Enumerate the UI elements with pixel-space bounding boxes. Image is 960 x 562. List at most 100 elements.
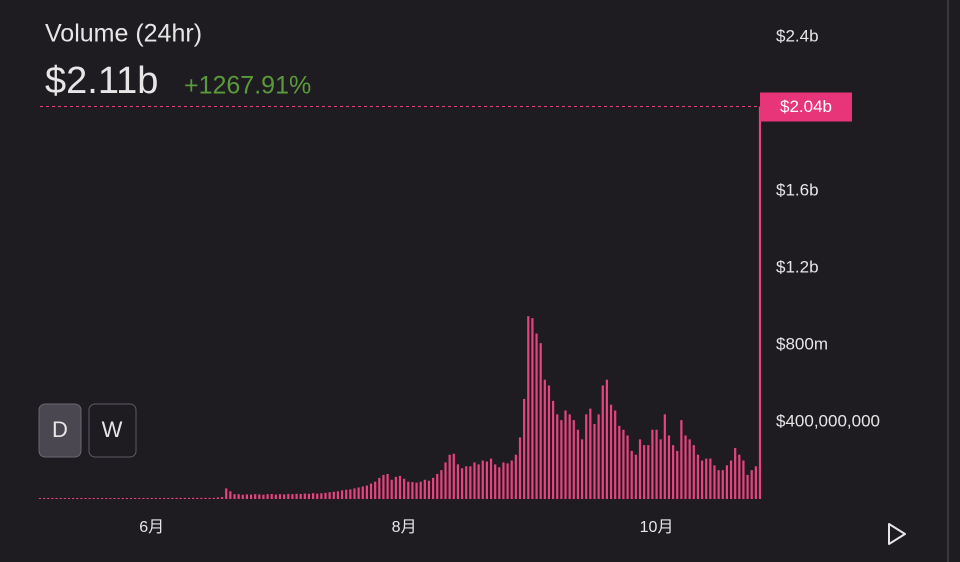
bar <box>423 479 426 499</box>
bar <box>460 468 464 499</box>
bar <box>212 497 215 499</box>
bar <box>109 498 112 499</box>
bar <box>55 498 58 499</box>
bar <box>249 494 253 499</box>
bar <box>585 414 588 499</box>
bar <box>527 316 530 499</box>
bar <box>361 486 364 499</box>
bar <box>328 492 331 499</box>
play-button[interactable] <box>888 523 906 545</box>
interval-w[interactable]: W <box>88 403 137 458</box>
bar <box>220 497 224 499</box>
bar <box>92 498 95 499</box>
bar <box>245 494 248 499</box>
bar <box>432 477 435 499</box>
bar <box>233 494 236 499</box>
bar <box>336 491 340 499</box>
bar <box>225 488 228 499</box>
bar <box>378 477 381 499</box>
bar <box>258 494 261 499</box>
bar <box>709 458 712 499</box>
bar <box>353 488 356 499</box>
button-bg[interactable] <box>88 403 137 458</box>
bar <box>88 498 91 499</box>
bar <box>638 439 642 499</box>
bar <box>572 420 575 499</box>
bar <box>150 498 153 499</box>
bar <box>485 461 488 499</box>
bar <box>436 473 439 499</box>
marker-box <box>760 92 852 122</box>
bar <box>59 498 62 499</box>
bar <box>696 454 700 499</box>
bar <box>357 487 360 499</box>
bar <box>518 437 522 499</box>
bar <box>498 467 501 499</box>
bar <box>444 462 447 499</box>
bar <box>96 498 100 499</box>
button-label[interactable]: D <box>52 417 68 442</box>
bar <box>705 458 708 499</box>
bar <box>622 429 625 499</box>
y-tick-label: $800m <box>776 335 828 354</box>
bar <box>473 462 476 499</box>
bar <box>63 498 66 499</box>
bar <box>539 343 542 499</box>
bar <box>407 481 410 499</box>
bar <box>303 493 306 499</box>
bar <box>750 470 753 499</box>
bar <box>419 481 422 499</box>
bar <box>700 460 704 499</box>
bar <box>742 460 745 499</box>
bar <box>51 498 54 499</box>
interval-d[interactable]: D <box>38 403 82 458</box>
bar <box>138 498 141 499</box>
bar <box>254 494 257 499</box>
bar <box>398 475 402 499</box>
bar <box>593 423 596 499</box>
bar <box>241 494 244 499</box>
y-tick-label: $1.6b <box>776 181 819 200</box>
bar <box>100 498 104 499</box>
bar <box>47 498 50 499</box>
bar <box>142 498 145 499</box>
button-bg[interactable] <box>38 403 82 458</box>
bar <box>283 494 286 499</box>
bar <box>734 448 737 499</box>
bar <box>403 478 406 499</box>
bar <box>481 460 484 499</box>
bar <box>67 498 71 499</box>
bar <box>369 483 373 499</box>
bar <box>510 460 513 499</box>
bar <box>43 498 46 499</box>
bar <box>229 491 232 499</box>
x-tick-label: 8月 <box>392 519 417 536</box>
bar <box>266 494 269 499</box>
bar <box>262 494 265 499</box>
bar <box>278 494 282 499</box>
bar <box>614 410 617 499</box>
bar <box>634 454 637 499</box>
bar <box>597 414 600 499</box>
bar <box>676 450 679 499</box>
bar <box>316 493 319 499</box>
bar <box>332 491 335 499</box>
bar <box>717 470 720 499</box>
bar <box>340 490 344 499</box>
headline-value: $2.11b <box>45 60 158 102</box>
bar <box>187 497 191 499</box>
bar <box>200 497 203 499</box>
bar <box>477 464 480 499</box>
button-label[interactable]: W <box>102 417 123 442</box>
bar <box>382 474 385 499</box>
x-tick-label: 10月 <box>640 519 674 536</box>
bar <box>105 498 108 499</box>
bar <box>365 485 368 499</box>
bar <box>618 425 621 499</box>
bar <box>580 439 584 499</box>
bar <box>117 498 120 499</box>
bar <box>76 498 79 499</box>
bar <box>692 445 695 499</box>
bar <box>456 464 460 499</box>
bar <box>167 498 170 499</box>
